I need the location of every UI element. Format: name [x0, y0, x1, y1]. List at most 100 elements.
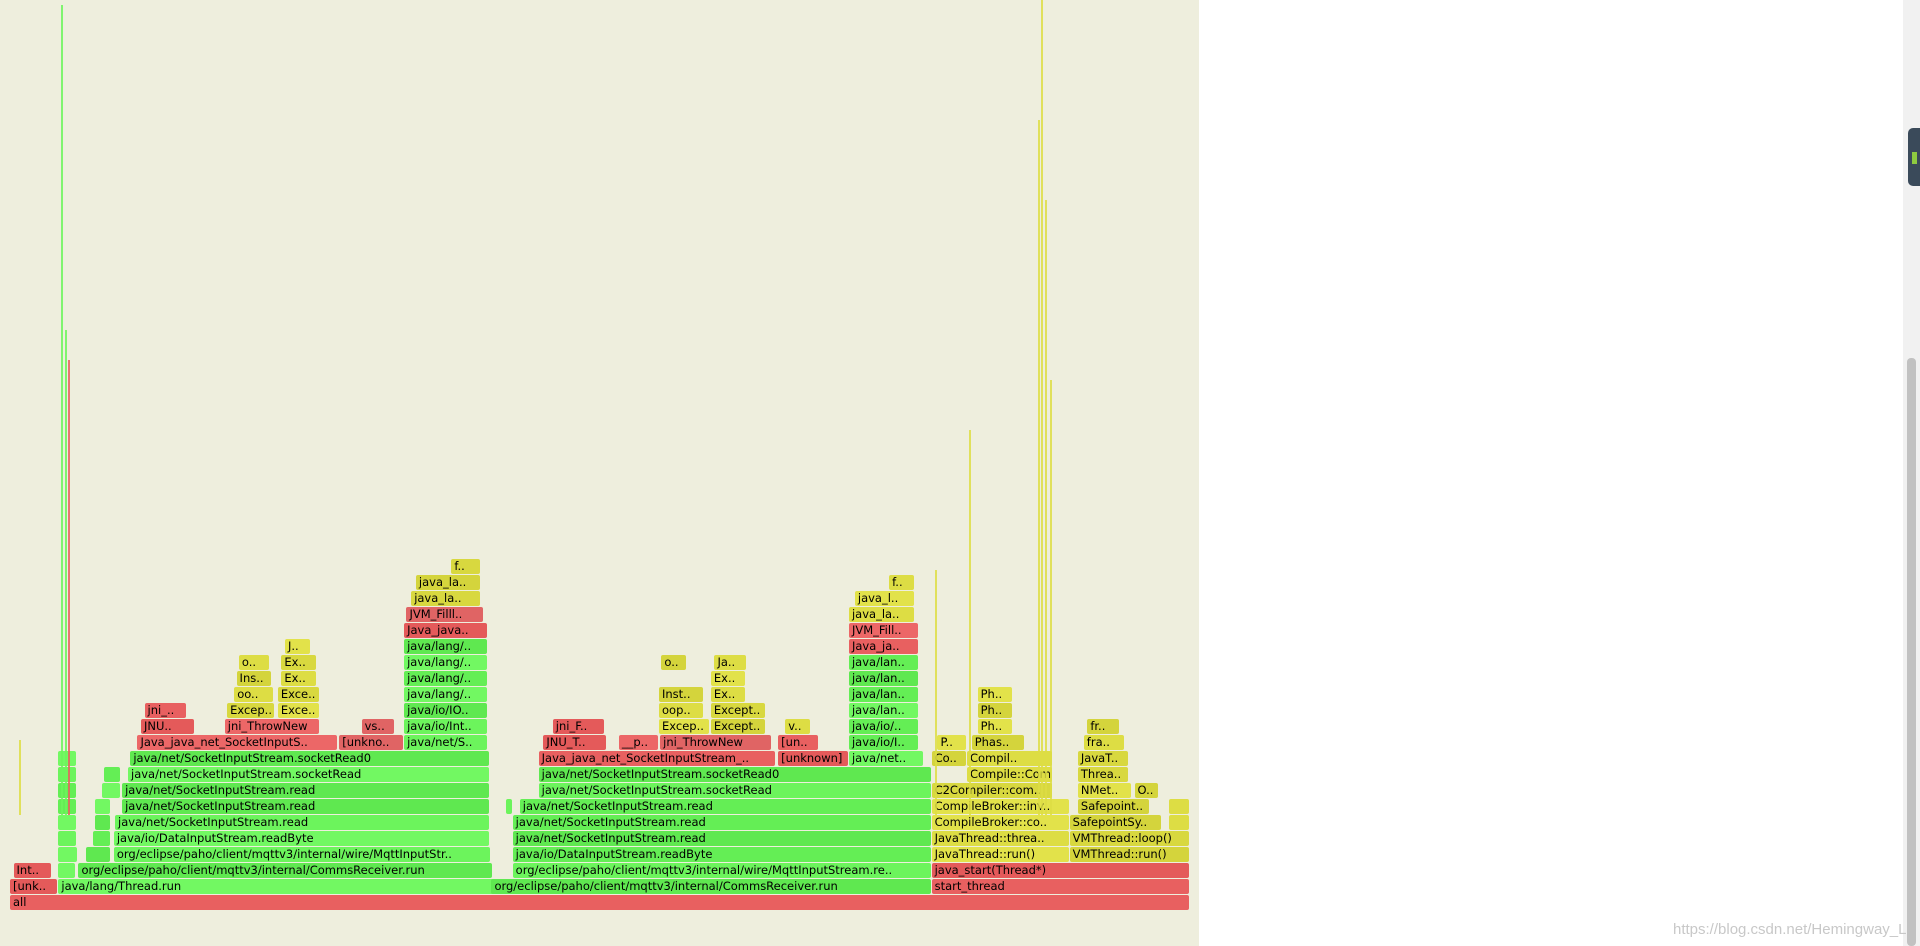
- flame-frame[interactable]: oop..: [659, 703, 703, 718]
- flame-frame[interactable]: [unkno..: [339, 735, 404, 750]
- flame-frame[interactable]: Excep..: [227, 703, 275, 718]
- flame-frame[interactable]: VMThread::loop(): [1069, 831, 1189, 846]
- flame-frame[interactable]: java/net..: [848, 751, 924, 766]
- flame-frame[interactable]: Inst..: [659, 687, 703, 702]
- flame-frame[interactable]: o..: [238, 655, 269, 670]
- flame-frame[interactable]: java/net/SocketInputStream.read: [512, 831, 931, 846]
- flame-frame[interactable]: java/io/I..: [848, 735, 918, 750]
- flame-frame[interactable]: Ex..: [281, 655, 316, 670]
- flame-frame[interactable]: all: [10, 895, 1189, 910]
- flame-frame[interactable]: Ph..: [977, 719, 1012, 734]
- flame-frame[interactable]: JavaT..: [1077, 751, 1128, 766]
- flame-frame[interactable]: java/lang/..: [404, 655, 487, 670]
- flame-frame[interactable]: NMet..: [1077, 783, 1132, 798]
- flame-frame[interactable]: java/io/..: [848, 719, 918, 734]
- flame-frame[interactable]: Ph..: [977, 687, 1012, 702]
- flame-frame[interactable]: [85, 847, 111, 862]
- flame-frame[interactable]: Java_java_net_SocketInputStream_..: [538, 751, 775, 766]
- side-panel-tab[interactable]: [1908, 128, 1920, 186]
- flame-frame[interactable]: f..: [889, 575, 915, 590]
- flame-frame[interactable]: java/lan..: [848, 671, 918, 686]
- flame-frame[interactable]: __p..: [618, 735, 658, 750]
- flame-frame[interactable]: Ph..: [977, 703, 1012, 718]
- flame-frame[interactable]: java/net/SocketInputStream.socketRead0: [130, 751, 490, 766]
- flame-frame[interactable]: Ex..: [281, 671, 316, 686]
- flame-spike[interactable]: [67, 360, 70, 815]
- flame-frame[interactable]: start_thread: [931, 879, 1189, 894]
- flame-frame[interactable]: C2Compiler::com..: [931, 783, 1053, 798]
- flame-frame[interactable]: o..: [661, 655, 687, 670]
- flame-frame[interactable]: org/eclipse/paho/client/mqttv3/internal/…: [491, 879, 931, 894]
- flame-frame[interactable]: Ex..: [710, 687, 746, 702]
- flame-frame[interactable]: CompileBroker::inv..: [931, 799, 1069, 814]
- flame-frame[interactable]: java/net/SocketInputStream.read: [122, 799, 490, 814]
- flame-frame[interactable]: SafepointSy..: [1069, 815, 1161, 830]
- flame-frame[interactable]: [92, 831, 111, 846]
- flame-frame[interactable]: jni_ThrowNew: [660, 735, 772, 750]
- flame-frame[interactable]: java/net/SocketInputStream.read: [519, 799, 931, 814]
- flame-frame[interactable]: java/lang/Thread.run: [58, 879, 500, 894]
- flame-frame[interactable]: fra..: [1083, 735, 1125, 750]
- vertical-scrollbar[interactable]: [1903, 0, 1920, 946]
- flame-frame[interactable]: JVM_Fill..: [848, 623, 918, 638]
- flame-frame[interactable]: fr..: [1087, 719, 1120, 734]
- flame-frame[interactable]: JVM_Filll..: [406, 607, 484, 622]
- flame-frame[interactable]: [1168, 815, 1189, 830]
- flame-frame[interactable]: Safepoint..: [1077, 799, 1149, 814]
- flame-frame[interactable]: java_start(Thread*): [931, 863, 1189, 878]
- flame-frame[interactable]: [505, 799, 512, 814]
- flame-frame[interactable]: oo..: [234, 687, 274, 702]
- flame-frame[interactable]: J..: [284, 639, 310, 654]
- flame-frame[interactable]: java/lan..: [848, 703, 918, 718]
- flame-frame[interactable]: JavaThread::threa..: [931, 831, 1069, 846]
- flame-spike[interactable]: [1044, 200, 1047, 815]
- flame-frame[interactable]: [94, 799, 111, 814]
- flame-frame[interactable]: jni_..: [144, 703, 186, 718]
- flame-frame[interactable]: Java_java_net_SocketInputS..: [137, 735, 338, 750]
- flame-frame[interactable]: Exce..: [277, 687, 320, 702]
- flame-frame[interactable]: [94, 815, 111, 830]
- flame-frame[interactable]: Ins..: [236, 671, 271, 686]
- flame-frame[interactable]: java/lang/..: [404, 671, 487, 686]
- flame-frame[interactable]: Phas..: [971, 735, 1024, 750]
- flame-frame[interactable]: java/net/S..: [404, 735, 487, 750]
- flame-spike[interactable]: [1037, 120, 1040, 815]
- flame-frame[interactable]: [58, 847, 78, 862]
- flame-frame[interactable]: JNU_T..: [543, 735, 607, 750]
- flame-frame[interactable]: java/io/Int..: [404, 719, 487, 734]
- flame-frame[interactable]: JNU..: [140, 719, 195, 734]
- flame-frame[interactable]: java_la..: [848, 607, 915, 622]
- flame-frame[interactable]: java_la..: [415, 575, 480, 590]
- flame-frame[interactable]: java_la..: [411, 591, 480, 606]
- flame-frame[interactable]: java/io/DataInputStream.readByte: [113, 831, 490, 846]
- flame-frame[interactable]: [un..: [778, 735, 819, 750]
- flame-frame[interactable]: JavaThread::run(): [931, 847, 1069, 862]
- scrollbar-thumb[interactable]: [1907, 358, 1916, 946]
- flame-frame[interactable]: [104, 767, 120, 782]
- flame-frame[interactable]: java/io/IO..: [404, 703, 487, 718]
- flame-frame[interactable]: java/lang/..: [404, 639, 487, 654]
- flame-frame[interactable]: java/net/SocketInputStream.read: [512, 815, 931, 830]
- flame-frame[interactable]: org/eclipse/paho/client/mqttv3/internal/…: [512, 863, 931, 878]
- flame-frame[interactable]: Ja..: [714, 655, 747, 670]
- flame-frame[interactable]: java/lang/..: [404, 687, 487, 702]
- flame-frame[interactable]: O..: [1134, 783, 1159, 798]
- flame-frame[interactable]: org/eclipse/paho/client/mqttv3/internal/…: [78, 863, 492, 878]
- flame-spike[interactable]: [1041, 0, 1044, 815]
- flame-frame[interactable]: v..: [785, 719, 811, 734]
- flame-frame[interactable]: Except..: [710, 703, 766, 718]
- flame-frame[interactable]: Java_ja..: [848, 639, 918, 654]
- flame-frame[interactable]: [1168, 799, 1189, 814]
- flame-frame[interactable]: java/net/SocketInputStream.read: [115, 815, 490, 830]
- flame-spike[interactable]: [60, 5, 63, 815]
- flame-frame[interactable]: [58, 815, 77, 830]
- flame-spike[interactable]: [969, 430, 972, 815]
- flame-frame[interactable]: jni_F..: [552, 719, 604, 734]
- flame-frame[interactable]: Excep..: [659, 719, 709, 734]
- flame-frame[interactable]: Threa..: [1077, 767, 1128, 782]
- flame-frame[interactable]: java/net/SocketInputStream.socketRead: [128, 767, 490, 782]
- flame-spike[interactable]: [65, 330, 68, 815]
- flame-frame[interactable]: java/lan..: [848, 655, 918, 670]
- flame-frame[interactable]: Except..: [710, 719, 766, 734]
- flame-frame[interactable]: java/io/DataInputStream.readByte: [512, 847, 931, 862]
